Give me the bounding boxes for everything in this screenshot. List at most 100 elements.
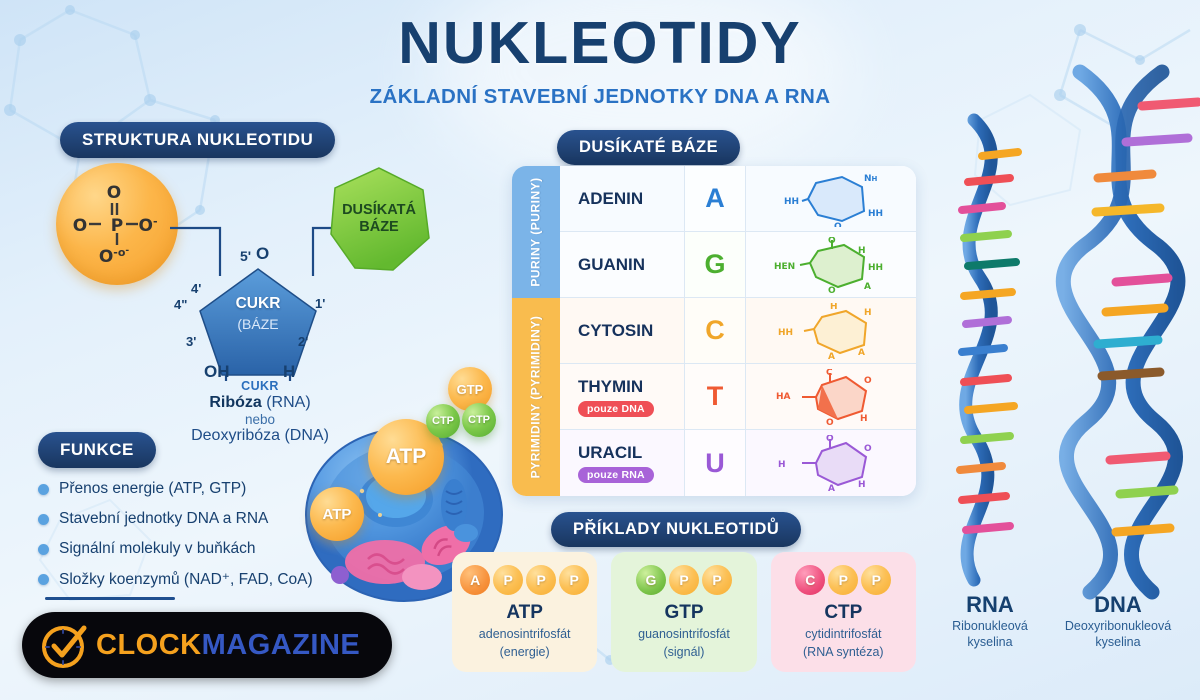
function-label: Stavební jednotky DNA a RNA xyxy=(59,510,269,527)
svg-text:O: O xyxy=(864,444,872,454)
base-ball-g: G xyxy=(635,565,666,595)
sugar-caption-rna: (RNA) xyxy=(261,394,311,411)
example-card-atp[interactable]: A P P P ATP adenosintrifosfát (energie) xyxy=(452,552,598,672)
svg-text:O: O xyxy=(73,216,87,236)
phosphate-ball: P xyxy=(861,565,892,595)
bullet-icon xyxy=(38,513,49,525)
logo-word-magazine: MAGAZINE xyxy=(201,628,361,661)
svg-text:O: O xyxy=(864,376,872,386)
base-group-purines: PURINY (PURINY) xyxy=(512,166,560,298)
nucleotide-chain-ctp: C P P xyxy=(777,565,910,595)
base-ball-c: C xyxy=(795,565,826,595)
svg-text:H: H xyxy=(860,414,868,424)
svg-text:HA: HA xyxy=(776,392,791,402)
sugar-ring-oxygen: O xyxy=(256,244,270,263)
dna-subtitle-line1: Deoxyribonukleová xyxy=(1064,619,1172,633)
svg-text:A: A xyxy=(858,348,865,358)
bubble-ctp-2: CTP xyxy=(462,403,496,437)
list-item: Signální molekuly v buňkách xyxy=(38,534,348,564)
nitrogenous-base-hexagon xyxy=(330,167,430,271)
example-note: (signál) xyxy=(663,645,705,660)
phosphate-ball: P xyxy=(493,565,524,595)
table-row[interactable]: THYMIN pouze DNA T C O HA O H xyxy=(560,364,916,430)
svg-text:O: O xyxy=(828,237,836,246)
status-badge-dna-only: pouze DNA xyxy=(578,400,654,417)
bullet-icon xyxy=(38,573,49,585)
sugar-hydrogen: H xyxy=(283,362,296,381)
logo-clock-magazine[interactable]: CLOCKMAGAZINE xyxy=(22,612,392,678)
phosphate-group-circle: O O P O- O-o- xyxy=(56,163,178,285)
functions-list: Přenos energie (ATP, GTP) Stavební jedno… xyxy=(38,474,348,594)
list-item: Stavební jednotky DNA a RNA xyxy=(38,504,348,534)
example-fullname: cytidintrifosfát xyxy=(805,627,882,641)
svg-text:O: O xyxy=(107,183,121,203)
dna-name: DNA xyxy=(1094,592,1142,617)
example-card-ctp[interactable]: C P P CTP cytidintrifosfát (RNA syntéza) xyxy=(770,552,916,672)
sugar-caption-line1: Ribóza (RNA) xyxy=(140,394,380,412)
base-group-pyrimidines: PYRIMIDINY (PYRIMIDINY) xyxy=(512,298,560,496)
section-header-examples: PŘÍKLADY NUKLEOTIDŮ xyxy=(551,512,802,547)
base-letter: G xyxy=(684,232,746,297)
svg-text:H: H xyxy=(778,460,786,470)
rna-subtitle-line2: kyselina xyxy=(967,634,1013,649)
example-card-gtp[interactable]: G P P GTP guanosintrifosfát (signál) xyxy=(611,552,757,672)
phosphate-formula: O O P O- O-o- xyxy=(73,183,158,267)
svg-text:P: P xyxy=(111,216,123,236)
base-letter: A xyxy=(684,166,746,231)
clock-check-icon xyxy=(42,625,87,668)
svg-text:HH: HH xyxy=(778,328,793,338)
section-header-structure: STRUKTURA NUKLEOTIDU xyxy=(60,122,336,158)
svg-text:HH: HH xyxy=(868,209,883,219)
bubble-atp-small: ATP xyxy=(310,487,364,541)
dna-label: DNA Deoxyribonukleová kyselina xyxy=(1036,592,1200,650)
base-letter: U xyxy=(684,430,746,496)
sugar-hydroxyl: OH xyxy=(204,362,230,381)
sugar-caption-or: nebo xyxy=(244,412,276,427)
phosphate-ball: P xyxy=(828,565,859,595)
example-note: (energie) xyxy=(499,645,550,660)
svg-text:A: A xyxy=(864,282,871,292)
sugar-label: CUKR xyxy=(235,295,281,312)
rna-helix xyxy=(956,113,1022,587)
base-name: CYTOSIN xyxy=(578,320,654,340)
base-structure-guanine: O HEN H HH O A xyxy=(746,232,916,297)
phosphate-ball: P xyxy=(526,565,557,595)
svg-text:O: O xyxy=(826,418,834,425)
logo-word-clock: CLOCK xyxy=(96,628,202,661)
base-letter: T xyxy=(684,364,746,429)
header: NUKLEOTIDY ZÁKLADNÍ STAVEBNÍ JEDNOTKY DN… xyxy=(0,14,1200,109)
example-fullname: guanosintrifosfát xyxy=(638,627,730,641)
nucleotide-chain-atp: A P P P xyxy=(458,565,591,595)
function-label: Složky koenzymů (NAD⁺, FAD, CoA) xyxy=(59,570,313,588)
svg-text:HEN: HEN xyxy=(774,262,795,272)
sugar-pentagon xyxy=(199,268,317,381)
page-title: NUKLEOTIDY xyxy=(398,10,802,76)
example-abbr: GTP xyxy=(664,602,704,623)
base-name: THYMIN pouze DNA xyxy=(560,377,684,417)
sugar-carbon-4prime-b: 4" xyxy=(174,297,188,312)
example-abbr: CTP xyxy=(824,602,863,623)
svg-text:H: H xyxy=(830,303,838,312)
table-row[interactable]: URACIL pouze RNA U O O H A H xyxy=(560,430,916,496)
bullet-icon xyxy=(38,483,49,495)
base-structure-uracil: O O H A H xyxy=(746,430,916,496)
base-letter: C xyxy=(684,298,746,363)
svg-text:O-o-: O-o- xyxy=(99,246,130,267)
table-row[interactable]: GUANIN G O HEN H HH O A xyxy=(560,232,916,298)
svg-text:HH: HH xyxy=(868,263,883,273)
page-subtitle: ZÁKLADNÍ STAVEBNÍ JEDNOTKY DNA A RNA xyxy=(369,85,831,108)
base-name: ADENIN xyxy=(578,188,644,208)
sugar-caption-deoxyribose: Deoxyribóza (DNA) xyxy=(191,427,329,444)
svg-text:O: O xyxy=(834,222,842,227)
base-group-pyrimidines-label: PYRIMIDINY (PYRIMIDINY) xyxy=(528,315,543,479)
svg-text:A: A xyxy=(828,484,835,491)
sugar-caption: CUKR Ribóza (RNA) nebo Deoxyribóza (DNA) xyxy=(140,379,380,445)
logo-text: CLOCKMAGAZINE xyxy=(96,629,360,662)
example-note: (RNA syntéza) xyxy=(803,645,884,660)
table-row[interactable]: ADENIN A NH HH HH O xyxy=(560,166,916,232)
sugar-sublabel: (BÁZE xyxy=(237,316,279,332)
section-header-bases: DUSÍKATÉ BÁZE xyxy=(557,130,741,165)
bullet-icon xyxy=(38,543,49,555)
